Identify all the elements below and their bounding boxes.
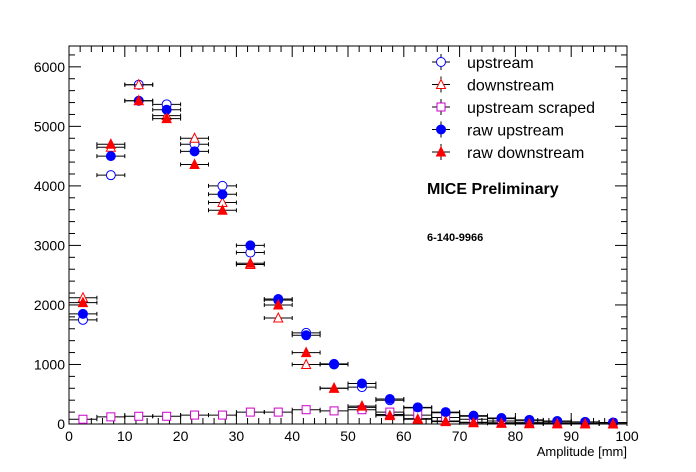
data-point	[77, 308, 88, 319]
data-point	[217, 204, 228, 215]
data-point	[412, 402, 423, 413]
data-point	[245, 407, 255, 417]
data-point	[162, 411, 172, 421]
data-point	[328, 382, 340, 393]
data-point	[412, 413, 424, 424]
y-tick-label: 2000	[34, 297, 65, 313]
legend-marker	[435, 145, 447, 157]
data-point	[272, 298, 284, 310]
data-point	[440, 407, 451, 418]
legend-marker	[436, 57, 446, 67]
data-point	[190, 410, 200, 420]
data-point	[161, 112, 172, 124]
legend: upstream downstream upstream scraped raw up…	[432, 54, 595, 162]
legend-marker	[435, 78, 447, 89]
data-point	[300, 358, 312, 369]
y-tick-label: 4000	[34, 178, 65, 194]
data-point	[245, 257, 256, 268]
data-point	[105, 138, 117, 149]
x-tick-label: 60	[396, 428, 412, 444]
data-point	[133, 94, 145, 106]
data-point	[189, 146, 200, 157]
data-point	[133, 78, 145, 90]
data-point	[356, 400, 368, 411]
legend-label: raw upstream	[467, 123, 564, 140]
x-tick-label: 70	[452, 428, 468, 444]
data-point	[134, 411, 144, 421]
legend-marker	[436, 124, 446, 135]
data-point	[579, 417, 591, 429]
data-point	[300, 346, 312, 358]
data-point	[329, 358, 340, 369]
data-point	[356, 378, 367, 389]
x-tick-label: 100	[615, 428, 639, 444]
y-tick-label: 3000	[34, 237, 65, 253]
data-point	[189, 132, 200, 143]
data-point	[217, 410, 227, 420]
data-point	[440, 415, 451, 427]
data-point	[78, 414, 88, 424]
x-tick-label: 0	[65, 428, 73, 444]
x-axis-label: Amplitude [mm]	[537, 444, 627, 459]
data-point	[106, 412, 116, 422]
data-point	[273, 407, 283, 417]
data-point	[329, 406, 339, 416]
data-point	[189, 158, 200, 169]
data-point	[496, 417, 507, 428]
legend-label: downstream	[467, 78, 554, 95]
data-point	[301, 330, 312, 341]
y-tick-label: 0	[57, 416, 65, 432]
data-point	[272, 311, 284, 323]
data-point	[384, 409, 396, 421]
legend-label: upstream scraped	[467, 100, 595, 117]
data-point	[607, 417, 619, 429]
y-tick-label: 6000	[34, 59, 65, 75]
series-raw-downstream	[68, 94, 628, 429]
x-tick-label: 90	[563, 428, 579, 444]
data-point	[105, 151, 116, 162]
y-tick-label: 5000	[34, 118, 65, 134]
x-tick-label: 50	[340, 428, 356, 444]
legend-marker	[436, 102, 446, 112]
data-point	[551, 417, 563, 429]
y-tick-label: 1000	[34, 356, 65, 372]
annotation-run-number: 6-140-9966	[427, 232, 483, 244]
data-marks	[68, 78, 628, 429]
data-point	[105, 170, 116, 181]
x-tick-label: 20	[173, 428, 189, 444]
data-point	[77, 296, 89, 308]
data-point	[217, 180, 228, 191]
data-point	[468, 416, 479, 428]
x-tick-label: 80	[508, 428, 524, 444]
annotation-mice-preliminary: MICE Preliminary	[427, 181, 559, 198]
axes: 0 10 20 30 40 50 60 70 80 90 100010002000300040005…	[34, 46, 639, 444]
data-point	[524, 417, 535, 429]
legend-label: raw downstream	[467, 145, 584, 162]
x-tick-label: 30	[229, 428, 245, 444]
data-point	[217, 189, 228, 200]
x-tick-label: 10	[117, 428, 133, 444]
data-point	[384, 393, 395, 404]
data-point	[245, 240, 256, 251]
legend-label: upstream	[467, 55, 534, 72]
data-point	[301, 405, 311, 415]
x-tick-label: 40	[284, 428, 300, 444]
